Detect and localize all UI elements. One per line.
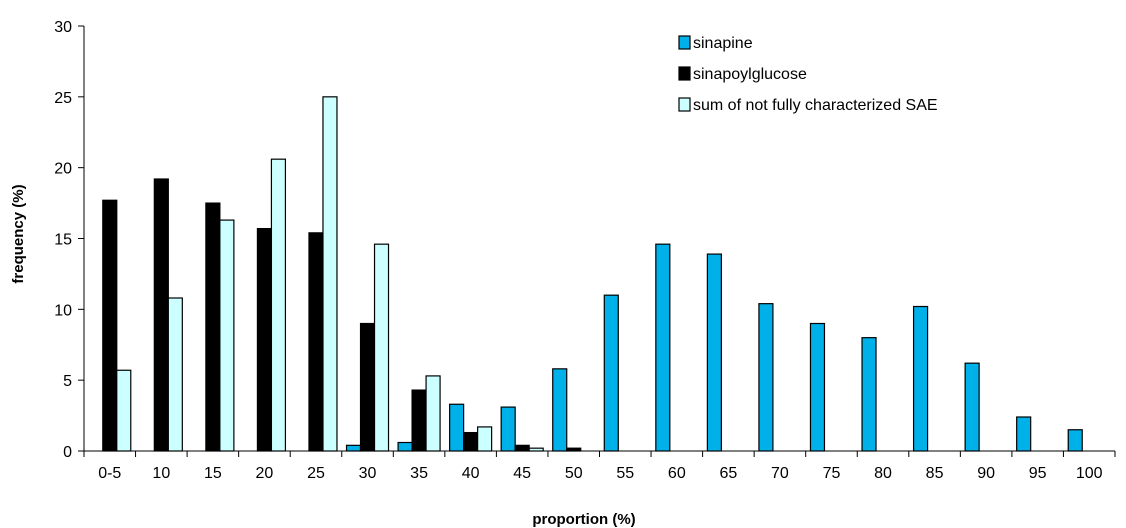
y-tick-label: 10 — [54, 302, 72, 319]
bar-sum-of-not-fully-characterized-SAE-15 — [219, 219, 235, 452]
y-tick-label: 0 — [63, 444, 72, 461]
x-tick-label: 15 — [204, 465, 222, 482]
bar-sinapoylglucose-45 — [514, 444, 530, 452]
bar-sinapine-35 — [397, 441, 413, 452]
x-tick-label: 20 — [256, 465, 274, 482]
bar-sinapoylglucose-10 — [153, 178, 169, 452]
bar-sinapoylglucose-30 — [359, 322, 376, 452]
x-tick-label: 35 — [410, 465, 428, 482]
x-tick-label: 55 — [616, 465, 634, 482]
bar-sinapine-85 — [912, 305, 929, 452]
y-ticks: 0 5 10 15 20 25 30 — [54, 19, 84, 461]
bar-sinapine-75 — [809, 322, 826, 452]
bar-sinapoylglucose-15 — [205, 202, 221, 452]
x-tick-label: 90 — [977, 465, 995, 482]
x-tick-label: 70 — [771, 465, 789, 482]
legend-label: sinapoylglucose — [693, 66, 807, 83]
y-tick-label: 25 — [54, 90, 72, 107]
legend-swatch — [678, 35, 691, 50]
bar-sum-of-not-fully-characterized-SAE-20 — [270, 158, 287, 452]
bar-sinapine-90 — [964, 362, 980, 452]
bar-sinapoylglucose-20 — [256, 227, 273, 452]
bar-sum-of-not-fully-characterized-SAE-30 — [373, 243, 390, 452]
y-tick-label: 20 — [54, 161, 72, 178]
legend: sinapine sinapoylglucose sum of not fully … — [678, 35, 938, 114]
bar-sinapine-30 — [345, 444, 362, 452]
bar-sum-of-not-fully-characterized-SAE-25 — [322, 96, 338, 452]
x-tick-label: 100 — [1076, 465, 1103, 482]
legend-swatch — [678, 97, 691, 112]
bar-sinapine-70 — [758, 303, 774, 452]
bar-sinapine-50 — [552, 368, 568, 452]
legend-label: sinapine — [693, 35, 753, 52]
bar-sum-of-not-fully-characterized-SAE-40 — [477, 426, 493, 452]
x-tick-label: 85 — [926, 465, 944, 482]
x-tick-label: 95 — [1029, 465, 1047, 482]
bar-sinapine-80 — [861, 337, 877, 452]
bar-sinapine-95 — [1016, 416, 1032, 452]
bars-group — [102, 96, 1083, 452]
bar-sinapoylglucose-35 — [411, 389, 427, 452]
y-tick-label: 5 — [63, 373, 72, 390]
bar-sinapine-40 — [449, 403, 465, 452]
x-axis-title: proportion (%) — [532, 511, 635, 528]
x-tick-label: 10 — [152, 465, 170, 482]
x-tick-label: 60 — [668, 465, 686, 482]
bar-sinapine-65 — [706, 253, 722, 452]
bar-sinapine-45 — [500, 406, 516, 452]
bar-sinapine-100 — [1067, 429, 1083, 452]
bar-sinapoylglucose-25 — [308, 232, 324, 452]
x-tick-label: 30 — [359, 465, 377, 482]
bar-sum-of-not-fully-characterized-SAE-0-5 — [116, 369, 132, 452]
x-tick-label: 50 — [565, 465, 583, 482]
legend-label: sum of not fully characterized SAE — [693, 97, 938, 114]
bar-sinapoylglucose-40 — [463, 431, 479, 452]
x-tick-label: 80 — [874, 465, 892, 482]
x-ticks: 0-5 10 15 20 25 30 35 40 45 50 55 60 65 70 75 80 85 90 95 1… — [83, 451, 1116, 482]
bar-sum-of-not-fully-characterized-SAE-10 — [167, 297, 183, 452]
legend-swatch — [678, 66, 691, 81]
x-tick-label: 25 — [307, 465, 325, 482]
bar-sum-of-not-fully-characterized-SAE-35 — [425, 375, 441, 452]
x-tick-label: 40 — [462, 465, 480, 482]
y-axis-title: frequency (%) — [10, 184, 27, 283]
y-tick-label: 15 — [54, 232, 72, 249]
y-tick-label: 30 — [54, 19, 72, 36]
bar-sinapoylglucose-0-5 — [102, 199, 118, 452]
x-tick-label: 75 — [823, 465, 841, 482]
bar-sinapine-55 — [603, 294, 619, 452]
bar-sinapine-60 — [655, 243, 671, 452]
x-tick-label: 45 — [513, 465, 531, 482]
x-tick-label: 65 — [719, 465, 737, 482]
x-tick-label: 0-5 — [98, 465, 121, 482]
